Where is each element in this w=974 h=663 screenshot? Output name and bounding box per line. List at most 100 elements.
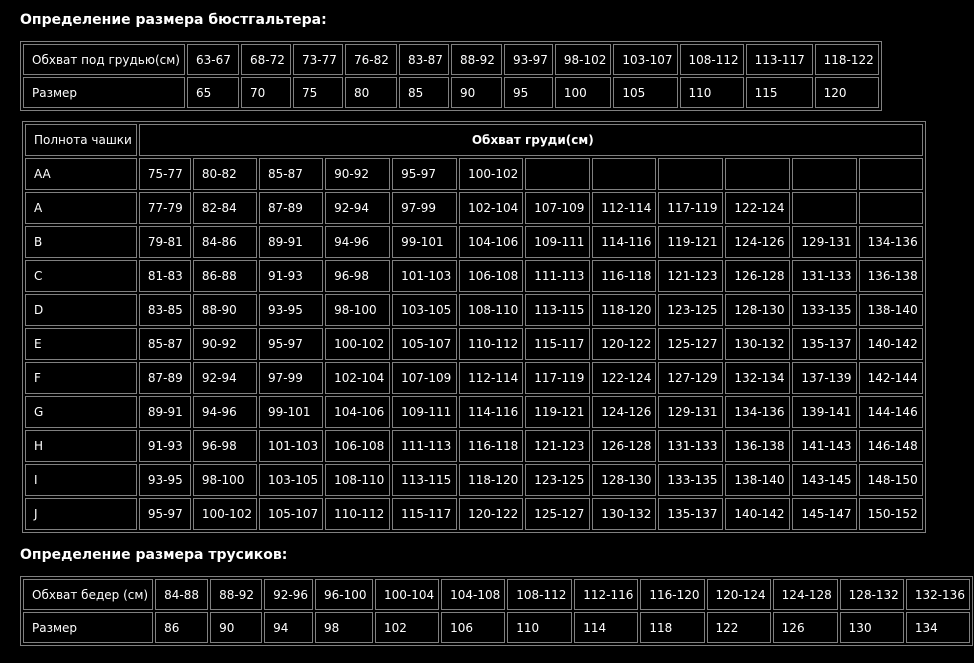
bust-range-cell: 138-140 bbox=[725, 464, 791, 496]
bust-range-cell: 90-92 bbox=[325, 158, 391, 190]
bust-range-cell: 114-116 bbox=[592, 226, 657, 258]
bust-range-cell: 112-114 bbox=[592, 192, 657, 224]
bust-range-cell: 91-93 bbox=[138, 430, 191, 462]
hip-range-cell: 104-108 bbox=[441, 579, 506, 610]
cup-label-cell: J bbox=[25, 498, 137, 530]
bust-range-cell: 102-104 bbox=[459, 192, 524, 224]
hip-range-cell: 96-100 bbox=[314, 579, 373, 610]
bra-size-cell: 85 bbox=[398, 77, 449, 108]
bust-range-cell: 126-128 bbox=[592, 430, 657, 462]
cup-table-row: J 95-97 100-102 105-107 110-112 115-117 120-12… bbox=[25, 498, 923, 530]
bust-range-cell bbox=[592, 158, 657, 190]
cup-table-row: A 77-79 82-84 87-89 92-94 97-99 102-104 107-109… bbox=[25, 192, 923, 224]
hip-range-cell: 120-124 bbox=[706, 579, 771, 610]
bust-range-cell: 110-112 bbox=[325, 498, 391, 530]
bust-range-cell: 136-138 bbox=[858, 260, 923, 292]
underbust-range-cell: 113-117 bbox=[745, 44, 813, 75]
bust-range-cell: 103-105 bbox=[259, 464, 324, 496]
underbust-range-cell: 93-97 bbox=[503, 44, 553, 75]
cup-label-cell: G bbox=[25, 396, 137, 428]
bust-range-cell: 139-141 bbox=[792, 396, 857, 428]
bust-range-cell: 86-88 bbox=[192, 260, 257, 292]
bust-range-cell: 109-111 bbox=[392, 396, 458, 428]
bust-range-cell: 85-87 bbox=[259, 158, 324, 190]
bust-range-cell: 131-133 bbox=[792, 260, 857, 292]
table-row: Обхват под грудью(см) 63-67 68-72 73-77 76-8… bbox=[23, 44, 879, 75]
bust-range-cell: 85-87 bbox=[138, 328, 191, 360]
bust-range-cell: 123-125 bbox=[658, 294, 724, 326]
hip-range-cell: 124-128 bbox=[772, 579, 838, 610]
bust-range-cell: 133-135 bbox=[658, 464, 724, 496]
bra-size-cell: 70 bbox=[240, 77, 291, 108]
bra-size-cell: 110 bbox=[679, 77, 744, 108]
panty-size-cell: 90 bbox=[210, 612, 263, 643]
bust-range-cell: 127-129 bbox=[658, 362, 724, 394]
bust-range-cell: 125-127 bbox=[525, 498, 591, 530]
bust-range-cell: 101-103 bbox=[259, 430, 324, 462]
bust-range-cell: 96-98 bbox=[325, 260, 391, 292]
hip-range-cell: 116-120 bbox=[640, 579, 705, 610]
bust-range-cell: 138-140 bbox=[858, 294, 923, 326]
bra-size-cell: 100 bbox=[554, 77, 612, 108]
bust-range-cell: 129-131 bbox=[658, 396, 724, 428]
bust-range-cell: 107-109 bbox=[525, 192, 591, 224]
cup-table-corner-header: Полнота чашки bbox=[25, 124, 137, 156]
cup-label-cell: F bbox=[25, 362, 137, 394]
cup-label-cell: B bbox=[25, 226, 137, 258]
bust-range-cell: 108-110 bbox=[459, 294, 524, 326]
cup-table-row: I 93-95 98-100 103-105 108-110 113-115 118-120… bbox=[25, 464, 923, 496]
bust-range-cell: 95-97 bbox=[392, 158, 458, 190]
bust-range-cell: 118-120 bbox=[592, 294, 657, 326]
bust-range-cell bbox=[525, 158, 591, 190]
bust-range-cell: 107-109 bbox=[392, 362, 458, 394]
table-row: Размер 65 70 75 80 85 90 95 100 105 110 115 120 bbox=[23, 77, 879, 108]
bust-range-cell: 126-128 bbox=[725, 260, 791, 292]
bust-range-cell: 119-121 bbox=[658, 226, 724, 258]
bust-range-cell: 116-118 bbox=[592, 260, 657, 292]
hip-range-cell: 132-136 bbox=[905, 579, 970, 610]
bust-range-cell: 134-136 bbox=[858, 226, 923, 258]
bust-range-cell: 106-108 bbox=[325, 430, 391, 462]
bust-range-cell: 92-94 bbox=[325, 192, 391, 224]
bust-range-cell: 122-124 bbox=[592, 362, 657, 394]
bust-range-cell bbox=[658, 158, 724, 190]
bra-size-cell: 90 bbox=[450, 77, 502, 108]
hip-range-cell: 128-132 bbox=[839, 579, 904, 610]
bust-range-cell: 93-95 bbox=[138, 464, 191, 496]
cup-table-header-row: Полнота чашки Обхват груди(см) bbox=[25, 124, 923, 156]
bust-range-cell: 135-137 bbox=[792, 328, 857, 360]
underbust-range-cell: 88-92 bbox=[450, 44, 502, 75]
panty-size-cell: 134 bbox=[905, 612, 970, 643]
cup-size-table: Полнота чашки Обхват груди(см) AA 75-77 80… bbox=[22, 121, 926, 533]
bust-range-cell: 132-134 bbox=[725, 362, 791, 394]
bust-range-cell: 121-123 bbox=[525, 430, 591, 462]
bust-range-cell: 109-111 bbox=[525, 226, 591, 258]
bust-range-cell: 146-148 bbox=[858, 430, 923, 462]
bust-range-cell: 112-114 bbox=[459, 362, 524, 394]
cup-table-row: F 87-89 92-94 97-99 102-104 107-109 112-114 117… bbox=[25, 362, 923, 394]
underbust-range-cell: 98-102 bbox=[554, 44, 612, 75]
bust-range-cell: 133-135 bbox=[792, 294, 857, 326]
cup-label-cell: C bbox=[25, 260, 137, 292]
bust-range-cell: 81-83 bbox=[138, 260, 191, 292]
underbust-range-cell: 118-122 bbox=[814, 44, 879, 75]
bra-size-cell: 120 bbox=[814, 77, 879, 108]
bust-range-cell: 89-91 bbox=[138, 396, 191, 428]
bust-range-cell: 100-102 bbox=[192, 498, 257, 530]
panty-size-cell: 102 bbox=[374, 612, 440, 643]
bust-range-cell: 93-95 bbox=[259, 294, 324, 326]
bust-range-cell: 96-98 bbox=[192, 430, 257, 462]
bust-range-cell: 100-102 bbox=[459, 158, 524, 190]
bust-range-cell bbox=[858, 158, 923, 190]
bust-range-cell: 136-138 bbox=[725, 430, 791, 462]
hip-range-cell: 100-104 bbox=[374, 579, 440, 610]
bust-range-cell: 137-139 bbox=[792, 362, 857, 394]
table-row: Размер 86 90 94 98 102 106 110 114 118 122 126 130 13… bbox=[23, 612, 970, 643]
bust-range-cell: 144-146 bbox=[858, 396, 923, 428]
cup-table-row: B 79-81 84-86 89-91 94-96 99-101 104-106 109-11… bbox=[25, 226, 923, 258]
bust-range-cell: 98-100 bbox=[192, 464, 257, 496]
bust-range-cell: 113-115 bbox=[392, 464, 458, 496]
underbust-size-table: Обхват под грудью(см) 63-67 68-72 73-77 76-8… bbox=[20, 41, 882, 111]
bust-range-cell: 134-136 bbox=[725, 396, 791, 428]
row-label-cell: Обхват бедер (см) bbox=[23, 579, 154, 610]
